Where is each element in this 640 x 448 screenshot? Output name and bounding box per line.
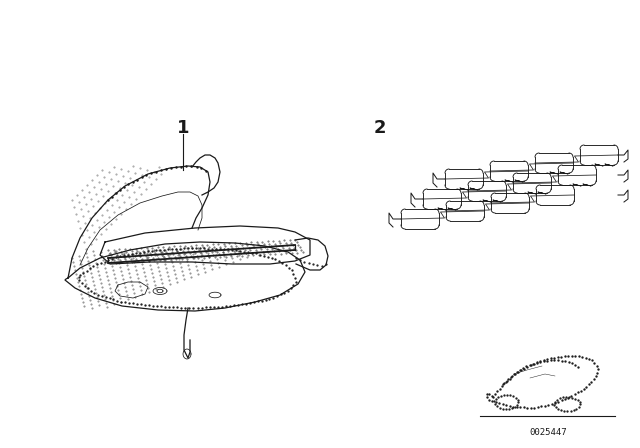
Text: 0025447: 0025447 [529,428,567,437]
Text: 1: 1 [177,119,189,137]
Text: 2: 2 [374,119,387,137]
